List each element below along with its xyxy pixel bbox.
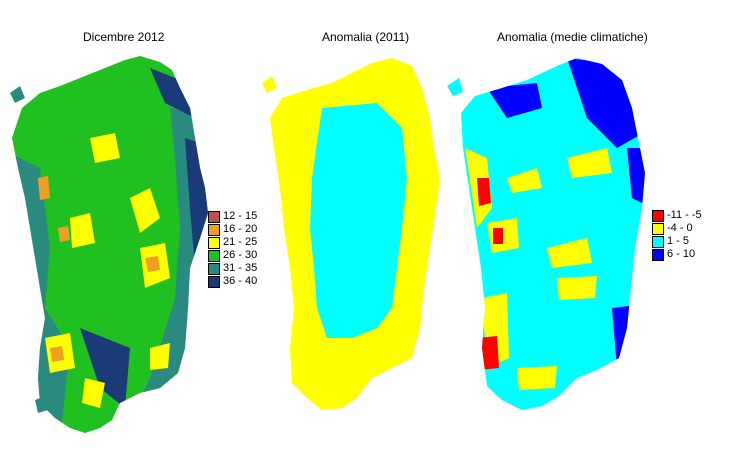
highland-3	[70, 213, 95, 248]
warm-spot-3	[145, 256, 160, 272]
legend3-item-2: -4 - 0	[652, 222, 702, 235]
map-anomaly-climate	[447, 58, 645, 410]
swatch3-2	[652, 222, 664, 235]
legend-item-5: 31 - 35	[208, 262, 257, 275]
legend3-label-2: -4 - 0	[667, 222, 693, 234]
legend-label-1: 12 - 15	[223, 210, 258, 222]
highland-7	[82, 378, 105, 408]
warm-spot-4	[50, 346, 64, 362]
red-zone-mid	[493, 228, 503, 244]
legend-item-3: 21 - 25	[208, 236, 257, 249]
deep-zone-south	[80, 328, 130, 408]
legend-label-4: 26 - 30	[223, 249, 258, 261]
blue-zone-east	[627, 148, 645, 208]
islet-south	[35, 396, 48, 413]
legend3-item-3: 1 - 5	[652, 235, 702, 248]
swatch-4	[208, 249, 220, 262]
blue-zone-north	[487, 83, 542, 118]
legend-anomaly-climate: -11 - -5 -4 - 0 1 - 5 6 - 10	[652, 209, 702, 261]
green-core	[50, 108, 170, 308]
swatch-5	[208, 262, 220, 275]
legend3-item-1: -11 - -5	[652, 209, 702, 222]
panel-title-december-2012: Dicembre 2012	[83, 30, 165, 44]
highland-2	[130, 188, 160, 233]
map-december-2012	[10, 56, 208, 433]
swatch3-1	[652, 209, 664, 222]
islet-north-climate	[447, 78, 463, 96]
yellow-patch-4	[547, 238, 592, 268]
islet-west	[10, 86, 25, 103]
legend-label-2: 16 - 20	[223, 223, 258, 235]
swatch-2	[208, 223, 220, 236]
red-zone-south	[477, 336, 499, 370]
legend-item-4: 26 - 30	[208, 249, 257, 262]
legend3-label-1: -11 - -5	[667, 209, 702, 221]
islet-north-2011	[262, 76, 277, 93]
yellow-patch-2	[567, 148, 612, 178]
panel-title-anomaly-2011: Anomalia (2011)	[322, 30, 410, 44]
yellow-patch-1	[507, 168, 542, 193]
yellow-patch-6	[557, 276, 597, 300]
legend-label-6: 36 - 40	[223, 275, 258, 287]
legend-item-6: 36 - 40	[208, 275, 257, 288]
map-anomaly-2011	[262, 58, 440, 410]
legend-december-2012: 12 - 15 16 - 20 21 - 25 26 - 30 31 - 35 …	[208, 210, 257, 288]
legend3-item-4: 6 - 10	[652, 248, 702, 261]
swatch-6	[208, 275, 220, 288]
legend-label-3: 21 - 25	[223, 236, 258, 248]
yellow-patch-7	[517, 366, 557, 390]
legend-item-2: 16 - 20	[208, 223, 257, 236]
central-anomaly-zone	[310, 103, 407, 338]
highland-1	[90, 133, 120, 163]
warm-spot-1	[38, 176, 50, 200]
swatch3-4	[652, 248, 664, 261]
swatch3-3	[652, 235, 664, 248]
swatch-1	[208, 210, 220, 223]
legend-item-1: 12 - 15	[208, 210, 257, 223]
legend3-label-4: 6 - 10	[667, 248, 696, 260]
warm-spot-2	[58, 226, 70, 242]
swatch-3	[208, 236, 220, 249]
red-zone-west	[477, 178, 491, 206]
legend3-label-3: 1 - 5	[667, 235, 690, 247]
highland-6	[150, 343, 170, 370]
deep-zone-north	[150, 68, 200, 118]
panel-title-anomaly-climate: Anomalia (medie climatiche)	[497, 30, 648, 44]
blue-zone-southeast	[612, 303, 645, 378]
legend-label-5: 31 - 35	[223, 262, 258, 274]
